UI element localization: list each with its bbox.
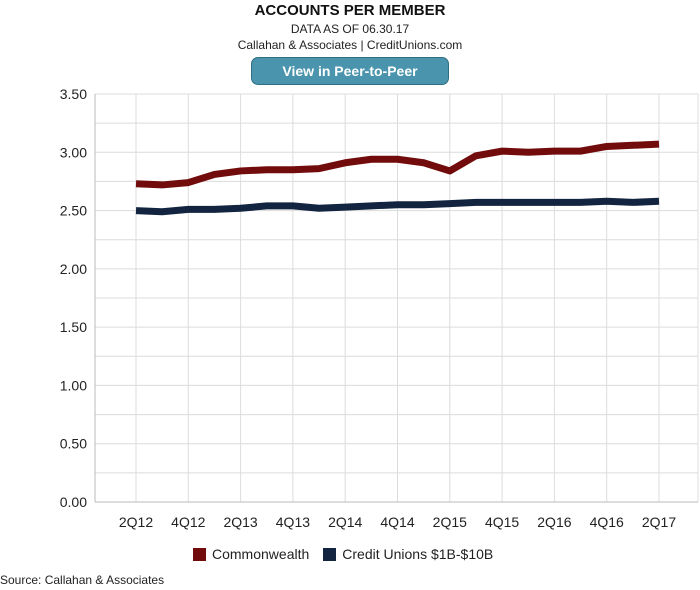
x-tick-label: 4Q12: [171, 514, 205, 530]
x-tick-label: 4Q15: [485, 514, 519, 530]
x-tick-label: 2Q13: [223, 514, 257, 530]
y-tick-label: 0.50: [60, 436, 87, 452]
x-tick-label: 4Q13: [276, 514, 310, 530]
x-tick-label: 2Q14: [328, 514, 362, 530]
legend-item-commonwealth[interactable]: Commonwealth: [193, 546, 309, 562]
legend-label: Commonwealth: [212, 546, 310, 562]
chart-title: ACCOUNTS PER MEMBER: [254, 2, 446, 19]
y-tick-label: 3.00: [60, 144, 87, 160]
y-tick-label: 1.50: [60, 319, 87, 335]
legend: Commonwealth Credit Unions $1B-$10B: [193, 546, 493, 562]
y-tick-label: 0.00: [60, 494, 87, 510]
source-note: Source: Callahan & Associates: [0, 573, 165, 587]
attribution: Callahan & Associates | CreditUnions.com: [237, 38, 463, 52]
y-tick-label: 3.50: [60, 86, 87, 102]
y-tick-label: 1.00: [60, 377, 87, 393]
x-tick-label: 2Q12: [119, 514, 153, 530]
legend-label: Credit Unions $1B-$10B: [342, 546, 494, 562]
x-tick-label: 2Q15: [433, 514, 467, 530]
y-tick-label: 2.50: [60, 203, 87, 219]
y-tick-label: 2.00: [60, 261, 87, 277]
x-tick-label: 4Q14: [380, 514, 414, 530]
x-tick-label: 2Q17: [642, 514, 676, 530]
x-tick-label: 2Q16: [537, 514, 571, 530]
legend-swatch: [323, 547, 337, 561]
line-chart: 0.00 0.50 1.00 1.50 2.00 2.50 3.00 3.50 2Q12 4Q12…: [60, 86, 699, 530]
x-tick-label: 4Q16: [590, 514, 624, 530]
data-date: DATA AS OF 06.30.17: [290, 22, 410, 36]
view-in-peer-to-peer-button[interactable]: View in Peer-to-Peer: [251, 57, 449, 85]
legend-swatch: [193, 547, 206, 561]
legend-item-credit-unions[interactable]: Credit Unions $1B-$10B: [323, 546, 493, 562]
